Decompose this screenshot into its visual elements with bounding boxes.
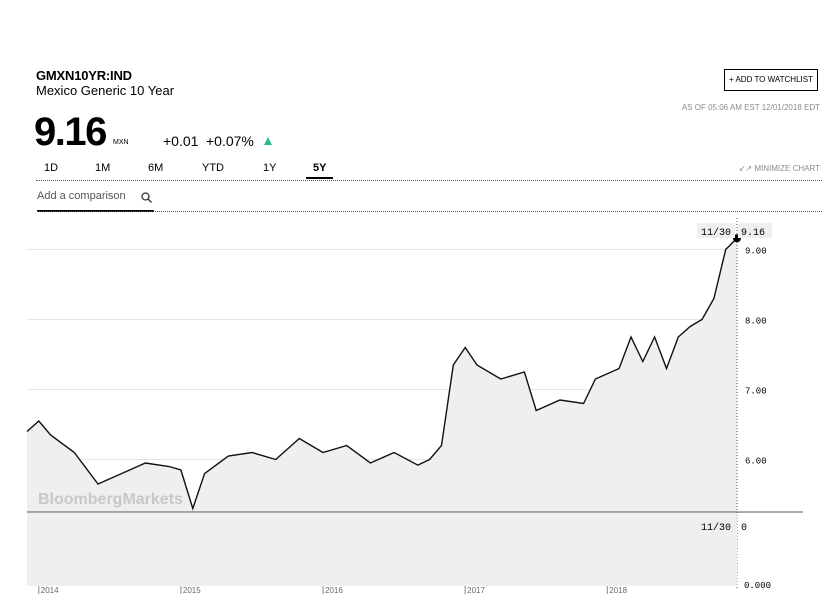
up-arrow-icon	[264, 137, 272, 145]
price-area	[27, 238, 737, 513]
x-tick-label: 2018	[609, 586, 627, 595]
price-change-percent: +0.07%	[206, 133, 254, 149]
as-of-timestamp: AS OF 05:06 AM EST 12/01/2018 EDT	[681, 103, 820, 112]
add-comparison-input[interactable]: Add a comparison	[37, 187, 154, 212]
last-price: 9.16	[34, 110, 107, 154]
security-name: Mexico Generic 10 Year	[36, 83, 175, 98]
minimize-chart-button[interactable]: ↙↗ MINIMIZE CHART	[739, 164, 820, 173]
divider	[37, 211, 822, 212]
y-tick-label: 7.00	[745, 387, 767, 397]
y-tick-label: 9.00	[745, 247, 767, 257]
x-tick-label: 2015	[183, 586, 201, 595]
minimize-label: MINIMIZE CHART	[754, 164, 820, 173]
x-tick-label: 2016	[325, 586, 343, 595]
lower-pane-bg	[27, 513, 737, 586]
tab-1d[interactable]: 1D	[44, 162, 59, 174]
tab-1y[interactable]: 1Y	[263, 162, 277, 174]
lower-y-tick: 0.000	[744, 581, 771, 591]
comparison-placeholder: Add a comparison	[37, 190, 126, 202]
price-change: +0.01	[163, 133, 199, 149]
y-tick-label: 6.00	[745, 457, 767, 467]
svg-text:11/30: 11/30	[701, 522, 731, 534]
watermark: BloombergMarkets	[38, 491, 183, 508]
ticker-symbol: GMXN10YR:IND	[36, 68, 132, 83]
y-tick-label: 8.00	[745, 317, 767, 327]
tab-5y[interactable]: 5Y	[306, 162, 334, 179]
tab-6m[interactable]: 6M	[148, 162, 164, 174]
lower-date-label: 11/30	[697, 518, 735, 534]
time-range-tabs: 1D 1M 6M YTD 1Y 5Y	[36, 160, 822, 181]
x-axis-ticks: 2014 2015 2016 2017 2018	[38, 586, 628, 595]
svg-text:9.16: 9.16	[741, 228, 765, 239]
last-date-label: 11/30	[697, 223, 735, 239]
currency-unit: MXN	[113, 139, 129, 146]
search-icon[interactable]	[141, 190, 152, 208]
price-line	[26, 237, 738, 511]
svg-text:11/30: 11/30	[701, 227, 731, 239]
y-axis-ticks: 9.00 8.00 7.00 6.00	[745, 247, 767, 467]
add-to-watchlist-button[interactable]: + ADD TO WATCHLIST	[724, 69, 818, 91]
tab-ytd[interactable]: YTD	[202, 162, 224, 174]
x-tick-label: 2014	[41, 586, 59, 595]
x-tick-label: 2017	[467, 586, 485, 595]
tab-1m[interactable]: 1M	[95, 162, 111, 174]
lower-value-label: 0	[741, 523, 747, 534]
minimize-icon: ↙↗	[738, 164, 753, 173]
last-value-label: 9.16	[738, 223, 772, 239]
